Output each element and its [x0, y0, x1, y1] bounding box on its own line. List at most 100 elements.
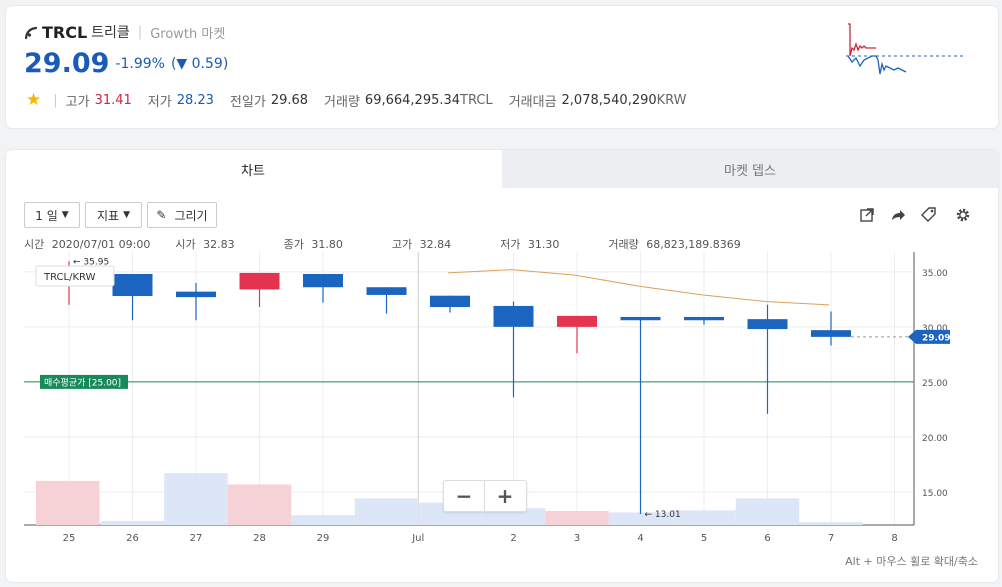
- x-tick-label: 2: [510, 533, 516, 544]
- low-label: 저가: [147, 94, 172, 110]
- caret-down-icon: ▼: [123, 210, 130, 220]
- x-tick-label: Jul: [411, 533, 424, 544]
- volume-label: 거래량: [608, 238, 639, 251]
- interval-dropdown[interactable]: 1 일 ▼: [24, 202, 80, 228]
- volume-bar: [227, 484, 292, 525]
- volume-bar: [100, 520, 165, 525]
- divider: |: [53, 92, 58, 108]
- y-tick-label: 20.00: [922, 434, 948, 444]
- moving-average-line: [447, 269, 830, 306]
- indicator-dropdown[interactable]: 지표 ▼: [85, 202, 142, 228]
- avg-buy-badge: [40, 374, 128, 389]
- x-tick-label: 25: [63, 533, 76, 544]
- time-label: 시간: [24, 238, 45, 251]
- x-tick-label: 29: [317, 533, 330, 544]
- y-tick-label: 15.00: [922, 489, 948, 499]
- volume-bar: [799, 522, 863, 525]
- volume-bar: [481, 508, 546, 525]
- draw-label: 그리기: [174, 208, 208, 223]
- open-label: 시가: [175, 238, 196, 251]
- pair-label: TRCL/KRW: [43, 272, 96, 283]
- down-triangle-icon: ▼: [176, 55, 188, 72]
- volume-bar: [608, 512, 673, 525]
- x-tick-label: 7: [828, 533, 834, 544]
- candle-body: [620, 316, 661, 321]
- open-value: 32.83: [203, 238, 235, 251]
- x-tick-label: 8: [891, 533, 897, 544]
- volume-bar: [36, 480, 100, 525]
- draw-button[interactable]: ✎ 그리기: [147, 202, 217, 228]
- y-tick-label: 25.00: [922, 379, 948, 389]
- close-value: 31.80: [311, 238, 343, 251]
- volume-bar: [735, 498, 800, 525]
- zoom-out-button[interactable]: −: [444, 481, 485, 511]
- pair-label-box: [35, 265, 115, 287]
- high-marker: ← 35.95: [73, 257, 109, 267]
- volume-bar: [164, 473, 228, 525]
- trade-value-unit: KRW: [656, 92, 687, 108]
- candle-body: [303, 274, 343, 288]
- low-marker: ← 13.01: [645, 510, 681, 520]
- volume-bar: [672, 510, 736, 525]
- volume-bar: [354, 498, 419, 525]
- volume-bar: [291, 515, 355, 525]
- favorite-star-icon[interactable]: ★: [26, 90, 42, 110]
- x-tick-label: 3: [574, 533, 580, 544]
- change-abs-wrapper: (▼ 0.59): [170, 55, 229, 72]
- ohlc-info-bar: 시간 2020/07/01 09:00 시가 32.83 종가 31.80 고가…: [24, 236, 745, 252]
- prev-close-label: 전일가: [229, 94, 266, 110]
- share-icon[interactable]: [889, 206, 907, 224]
- y-tick-label: 35.00: [922, 269, 948, 279]
- market-label: Growth 마켓: [150, 26, 226, 42]
- tab-market-depth[interactable]: 마켓 뎁스: [502, 150, 998, 188]
- trade-value-label: 거래대금: [508, 94, 557, 110]
- volume-bar: [545, 511, 609, 525]
- candlestick-chart[interactable]: 35.00 30.00 25.00 20.00 15.00 25 26 27 28 29 Jul 2 3…: [6, 250, 998, 550]
- change-abs: 0.59: [191, 55, 223, 72]
- x-tick-label: 5: [701, 533, 707, 544]
- volume-label: 거래량: [324, 94, 360, 110]
- candle-body: [112, 274, 153, 297]
- high-label: 고가: [391, 238, 413, 251]
- high-value: 31.41: [94, 92, 132, 108]
- zoom-hint: Alt + 마우스 휠로 확대/축소: [845, 555, 978, 568]
- candle-body: [366, 287, 407, 295]
- indicator-label: 지표: [96, 208, 120, 223]
- ticker-korean-name: 트리클: [91, 25, 130, 41]
- low-label: 저가: [500, 238, 521, 251]
- trickle-logo-icon: [24, 25, 38, 40]
- zoom-controls: − +: [443, 480, 527, 512]
- change-percent: -1.99%: [115, 55, 165, 72]
- interval-label: 1 일: [35, 208, 58, 223]
- trade-value: 2,078,540,290: [561, 92, 657, 108]
- candle-body: [493, 305, 534, 327]
- candle-body: [239, 272, 280, 290]
- ticker-header: TRCL 트리클 | Growth 마켓 29.09 -1.99% (▼ 0.5…: [6, 6, 998, 128]
- x-tick-label: 28: [253, 533, 266, 544]
- current-price-label: 29.09: [922, 333, 950, 343]
- volume-value: 69,664,295.34: [364, 92, 461, 108]
- low-value: 28.23: [176, 92, 214, 108]
- x-tick-label: 27: [190, 533, 203, 544]
- candle-body: [176, 291, 216, 298]
- tag-icon[interactable]: [920, 206, 938, 224]
- tab-chart[interactable]: 차트: [6, 150, 500, 188]
- high-label: 고가: [65, 94, 90, 110]
- ticker-symbol: TRCL: [42, 22, 88, 42]
- caret-down-icon: ▼: [61, 210, 69, 220]
- x-tick-label: 6: [764, 533, 770, 544]
- x-tick-label: 4: [637, 533, 643, 544]
- high-value: 32.84: [419, 238, 452, 251]
- zoom-in-button[interactable]: +: [496, 484, 514, 508]
- external-link-icon[interactable]: [858, 206, 876, 224]
- candle-body: [684, 316, 724, 321]
- settings-gear-icon[interactable]: [954, 206, 972, 224]
- low-value: 31.30: [527, 238, 560, 251]
- y-tick-label: 30.00: [922, 324, 948, 334]
- avg-buy-label: 매수평균가 [25.00]: [44, 377, 121, 388]
- current-price: 29.09: [24, 48, 110, 79]
- volume-unit: TRCL: [460, 92, 493, 108]
- divider: |: [137, 24, 143, 40]
- x-tick-label: 26: [126, 533, 139, 544]
- volume-value: 68,823,189.8369: [646, 238, 741, 251]
